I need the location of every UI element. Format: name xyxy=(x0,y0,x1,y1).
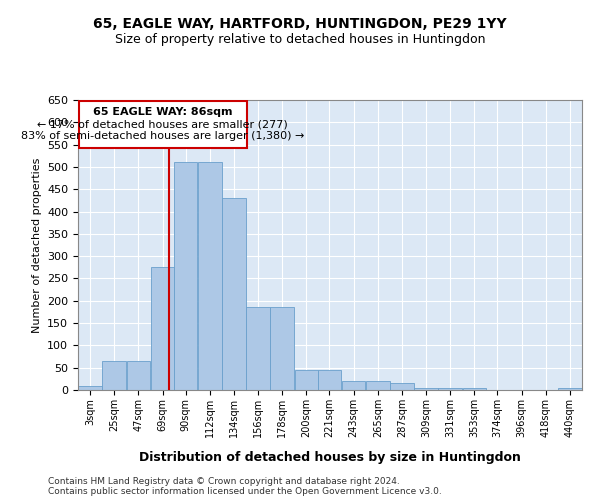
Bar xyxy=(78,386,102,390)
Bar xyxy=(463,388,486,390)
Text: 65 EAGLE WAY: 86sqm: 65 EAGLE WAY: 86sqm xyxy=(93,107,233,117)
Bar xyxy=(198,162,221,390)
Bar xyxy=(271,308,294,390)
Text: Size of property relative to detached houses in Huntingdon: Size of property relative to detached ho… xyxy=(115,32,485,46)
Bar xyxy=(127,361,150,390)
Bar xyxy=(246,308,270,390)
Bar xyxy=(317,370,341,390)
Bar xyxy=(151,268,175,390)
Bar xyxy=(390,384,414,390)
FancyBboxPatch shape xyxy=(79,101,247,148)
Bar xyxy=(558,388,582,390)
Text: Contains public sector information licensed under the Open Government Licence v3: Contains public sector information licen… xyxy=(48,487,442,496)
Bar xyxy=(174,162,197,390)
Bar xyxy=(295,370,318,390)
Bar xyxy=(414,388,438,390)
Bar xyxy=(439,388,462,390)
Text: 83% of semi-detached houses are larger (1,380) →: 83% of semi-detached houses are larger (… xyxy=(21,131,305,141)
Text: ← 17% of detached houses are smaller (277): ← 17% of detached houses are smaller (27… xyxy=(37,119,288,129)
Text: Contains HM Land Registry data © Crown copyright and database right 2024.: Contains HM Land Registry data © Crown c… xyxy=(48,477,400,486)
Bar xyxy=(222,198,246,390)
Text: 65, EAGLE WAY, HARTFORD, HUNTINGDON, PE29 1YY: 65, EAGLE WAY, HARTFORD, HUNTINGDON, PE2… xyxy=(93,18,507,32)
Bar xyxy=(366,381,389,390)
Text: Distribution of detached houses by size in Huntingdon: Distribution of detached houses by size … xyxy=(139,451,521,464)
Y-axis label: Number of detached properties: Number of detached properties xyxy=(32,158,41,332)
Bar xyxy=(342,381,365,390)
Bar xyxy=(103,361,126,390)
